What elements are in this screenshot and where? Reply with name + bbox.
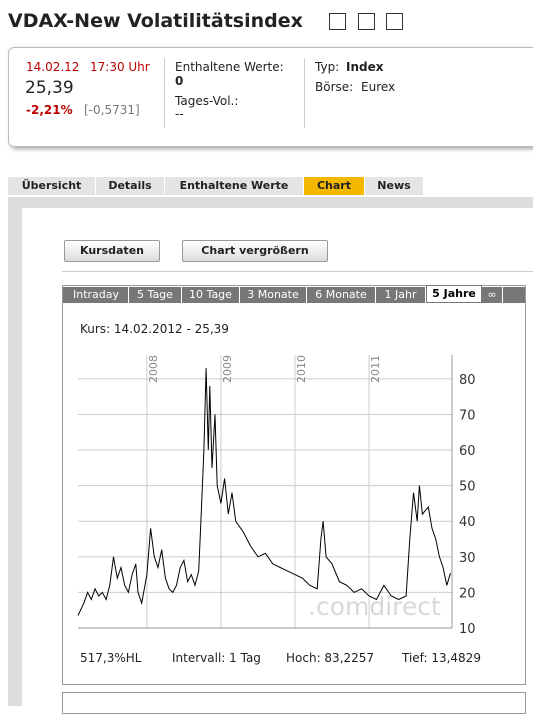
y-tick-label: 60 — [459, 444, 476, 459]
type-value: Index — [346, 60, 384, 74]
period-bar — [63, 287, 525, 303]
y-tick-label: 80 — [459, 373, 476, 388]
type-label: Typ: — [315, 60, 340, 74]
quote-change: -2,21% — [26, 103, 73, 117]
help-icon[interactable] — [329, 13, 346, 30]
volume-label: Tages-Vol.: — [175, 94, 239, 108]
period-tab[interactable]: 3 Monate — [240, 287, 307, 303]
volume-value: -- — [175, 107, 184, 121]
chart-box — [62, 285, 526, 685]
y-tick-label: 30 — [459, 551, 476, 566]
button[interactable]: Kursdaten — [64, 240, 160, 262]
y-tick-label: 70 — [459, 408, 476, 423]
quote-date: 14.02.12 — [26, 60, 80, 74]
tab[interactable]: Details — [96, 177, 165, 195]
chart-caption: Kurs: 14.02.2012 - 25,39 — [80, 322, 229, 336]
footer-stat: Intervall: 1 Tag — [172, 651, 261, 665]
period-tab[interactable]: Intraday — [64, 287, 129, 303]
divider — [164, 58, 165, 128]
title: VDAX-New Volatilitätsindex — [8, 10, 303, 32]
x-tick-label: 2008 — [147, 355, 160, 383]
tab[interactable]: Enthaltene Werte — [165, 177, 304, 195]
constituents-value: 0 — [175, 74, 184, 88]
period-tab-active[interactable]: 5 Jahre — [426, 285, 482, 303]
exchange-label: Börse: — [315, 80, 354, 94]
period-tab[interactable]: 1 Jahr — [376, 287, 426, 303]
period-tab[interactable]: 10 Tage — [182, 287, 240, 303]
separator — [62, 271, 533, 272]
y-tick-label: 20 — [459, 586, 476, 601]
tab[interactable]: Übersicht — [8, 177, 96, 195]
tab[interactable]: News — [365, 177, 424, 195]
button[interactable]: Chart vergrößern — [182, 240, 328, 262]
period-tab[interactable]: 6 Monate — [307, 287, 376, 303]
quote-price: 25,39 — [25, 78, 74, 98]
tab-active[interactable]: Chart — [304, 177, 365, 195]
quote-change-abs: [-0,5731] — [84, 103, 140, 117]
quote-box — [8, 47, 533, 147]
footer-stat: Hoch: 83,2257 — [286, 651, 375, 665]
constituents-label: Enthaltene Werte: — [175, 60, 284, 74]
footer-stat: Tief: 13,4829 — [402, 651, 481, 665]
quote-time: 17:30 Uhr — [90, 60, 150, 74]
y-tick-label: 10 — [459, 622, 476, 637]
y-tick-label: 40 — [459, 515, 476, 530]
watermark: .comdirect — [308, 592, 441, 621]
swap-icon[interactable] — [386, 13, 403, 30]
y-tick-label: 50 — [459, 480, 476, 495]
period-tab[interactable]: 5 Tage — [129, 287, 182, 303]
x-tick-label: 2011 — [369, 355, 382, 383]
exchange-value: Eurex — [361, 80, 396, 94]
x-tick-label: 2010 — [295, 355, 308, 383]
print-icon[interactable] — [358, 13, 375, 30]
period-tab[interactable]: ∞ — [482, 287, 503, 303]
footer-stat: 517,3%HL — [80, 651, 142, 665]
price-line — [77, 368, 451, 616]
x-tick-label: 2009 — [221, 355, 234, 383]
divider — [304, 58, 305, 128]
